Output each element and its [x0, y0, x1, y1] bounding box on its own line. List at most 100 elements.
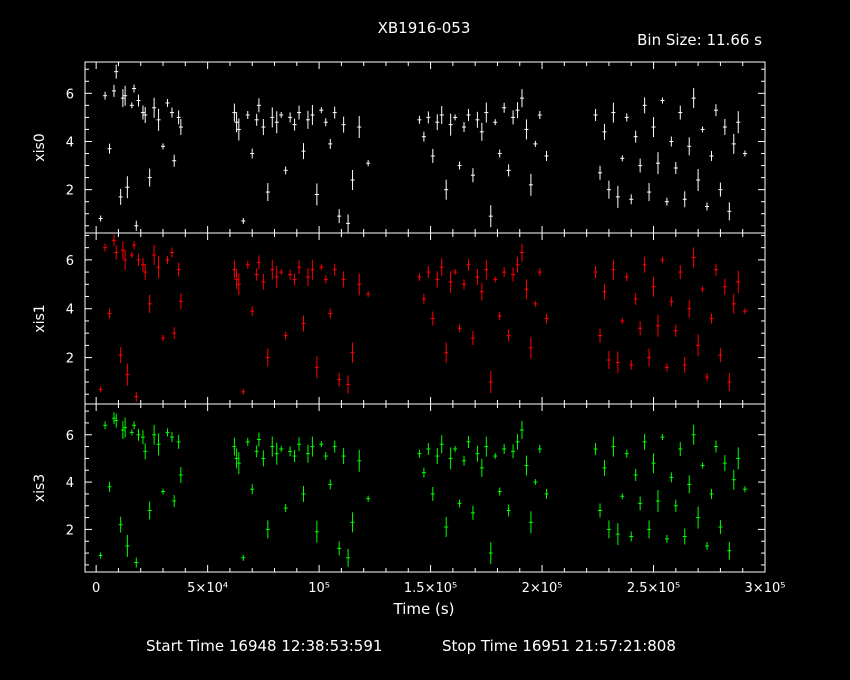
- data-point: [421, 467, 426, 478]
- data-point: [314, 356, 319, 379]
- data-point: [245, 260, 250, 269]
- data-point: [328, 308, 333, 319]
- y-tick-label: 4: [66, 135, 74, 150]
- data-point: [143, 264, 148, 281]
- data-point: [736, 447, 741, 470]
- data-point: [341, 271, 346, 288]
- data-point: [660, 434, 665, 441]
- data-point: [129, 429, 134, 436]
- data-point: [713, 263, 718, 276]
- x-tick-label: 0: [92, 581, 100, 596]
- data-point: [682, 356, 687, 373]
- data-point: [107, 308, 112, 319]
- data-point: [114, 245, 119, 260]
- data-point: [125, 176, 130, 199]
- data-point: [323, 275, 328, 284]
- data-point: [172, 154, 177, 167]
- data-point: [261, 450, 266, 467]
- data-point: [136, 428, 141, 441]
- data-point: [506, 329, 511, 342]
- data-point: [669, 136, 674, 147]
- data-point: [638, 496, 643, 511]
- data-point: [111, 412, 116, 425]
- data-point: [357, 116, 362, 139]
- data-point: [232, 260, 237, 279]
- data-point: [161, 335, 166, 342]
- data-point: [470, 331, 475, 346]
- data-point: [169, 432, 174, 443]
- data-point: [236, 273, 241, 296]
- y-tick-label: 2: [66, 523, 74, 538]
- data-point: [169, 107, 174, 118]
- data-point: [687, 299, 692, 318]
- data-point: [430, 311, 435, 326]
- data-point: [642, 433, 647, 450]
- data-point: [444, 342, 449, 363]
- data-point: [655, 314, 660, 337]
- data-point: [696, 506, 701, 529]
- data-point: [136, 94, 141, 107]
- data-point: [254, 445, 259, 458]
- data-point: [611, 436, 616, 457]
- data-point: [301, 485, 306, 502]
- data-point: [421, 131, 426, 142]
- data-point: [511, 110, 516, 125]
- data-point: [479, 122, 484, 141]
- data-point: [134, 391, 139, 402]
- data-point: [475, 268, 480, 285]
- data-point: [484, 102, 489, 123]
- data-point: [524, 455, 529, 476]
- data-point: [143, 106, 148, 123]
- data-point: [118, 188, 123, 205]
- data-point: [624, 272, 629, 281]
- panel-frame: [84, 232, 766, 405]
- data-point: [629, 531, 634, 542]
- data-point: [156, 256, 161, 279]
- data-point: [297, 437, 302, 452]
- data-point: [178, 293, 183, 310]
- data-point: [301, 315, 306, 332]
- data-point: [602, 123, 607, 140]
- data-point: [256, 255, 261, 270]
- data-point: [660, 97, 665, 104]
- data-point: [602, 459, 607, 476]
- data-point: [673, 324, 678, 337]
- data-point: [274, 442, 279, 465]
- data-point: [265, 520, 270, 539]
- data-point: [134, 220, 139, 231]
- data-point: [606, 351, 611, 370]
- data-point: [261, 119, 266, 136]
- data-point: [620, 493, 625, 500]
- data-point: [544, 313, 549, 324]
- data-point: [236, 118, 241, 141]
- data-point: [140, 257, 145, 272]
- data-point: [140, 105, 145, 120]
- data-point: [314, 183, 319, 206]
- data-point: [593, 266, 598, 279]
- data-point: [620, 317, 625, 324]
- data-point: [655, 152, 660, 175]
- data-point: [615, 351, 620, 374]
- data-point: [664, 363, 669, 372]
- data-point: [537, 110, 542, 119]
- stop-time-label: Stop Time 16951 21:57:21:808: [442, 637, 676, 655]
- x-tick-label: 2.5×10⁵: [627, 581, 680, 596]
- data-point: [319, 441, 324, 448]
- data-point: [172, 495, 177, 508]
- data-point: [337, 209, 342, 224]
- data-point: [731, 293, 736, 314]
- data-point: [301, 143, 306, 160]
- data-point: [638, 158, 643, 173]
- data-point: [475, 445, 480, 462]
- data-point: [700, 462, 705, 469]
- data-point: [256, 432, 261, 447]
- data-point: [475, 111, 480, 128]
- chart-title: XB1916-053: [378, 19, 471, 37]
- data-point: [462, 122, 467, 133]
- data-point: [705, 541, 710, 550]
- data-point: [493, 453, 498, 460]
- data-point: [118, 516, 123, 533]
- data-point: [346, 375, 351, 394]
- data-point: [519, 421, 524, 440]
- data-point: [484, 259, 489, 280]
